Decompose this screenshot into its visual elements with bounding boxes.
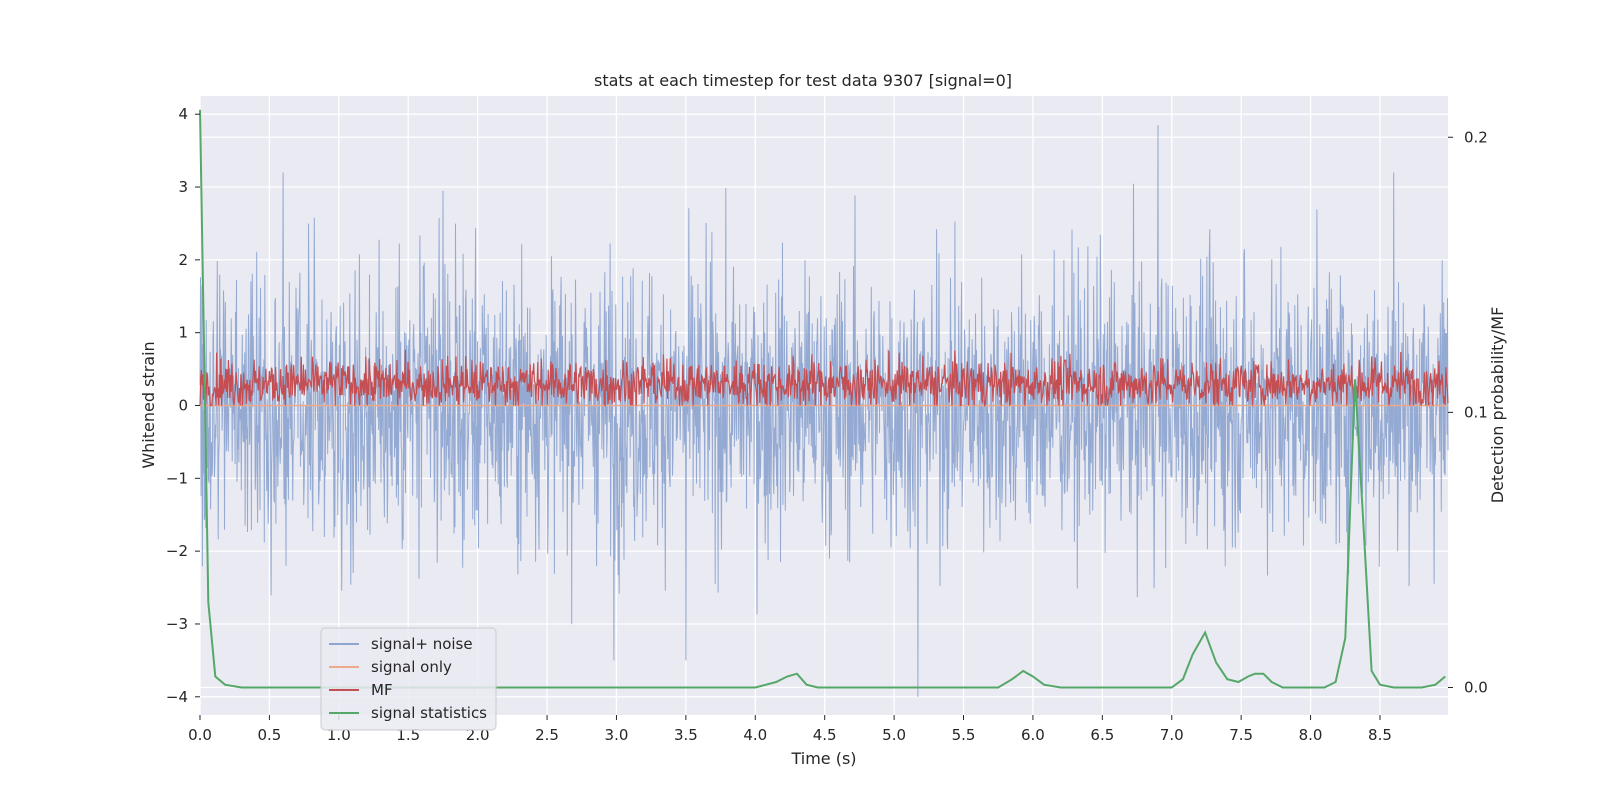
y-axis-label: Whitened strain: [139, 341, 158, 468]
legend: signal+ noise signal only MF signal statist…: [320, 627, 497, 731]
y-tick-label: −4: [166, 688, 188, 706]
y-tick-label: 3: [178, 178, 188, 196]
y2-axis-label: Detection probability/MF: [1488, 307, 1507, 504]
x-tick-label: 0.5: [257, 726, 281, 744]
y-tick-label: −2: [166, 542, 188, 560]
chart-title: stats at each timestep for test data 930…: [594, 71, 1012, 90]
series-signal-statistics-line: [199, 109, 1446, 689]
x-tick-label: 6.0: [1021, 726, 1045, 744]
y2-tick-label: 0.0: [1464, 678, 1488, 696]
y2-tick-label: 0.2: [1464, 128, 1488, 146]
legend-label: signal statistics: [371, 704, 487, 722]
legend-box: [320, 627, 497, 731]
plot-layers: [199, 109, 1449, 697]
legend-label: signal only: [371, 658, 452, 676]
x-tick-label: 6.5: [1090, 726, 1114, 744]
x-tick-label: 0.0: [188, 726, 212, 744]
series-mf-line: [199, 349, 1449, 408]
x-tick-label: 8.5: [1368, 726, 1392, 744]
y-tick-label: 2: [178, 251, 188, 269]
x-tick-label: 5.0: [882, 726, 906, 744]
x-tick-label: 7.0: [1160, 726, 1184, 744]
y-tick-label: 1: [178, 324, 188, 342]
x-tick-label: 2.5: [535, 726, 559, 744]
y-tick-label: 4: [178, 105, 188, 123]
y2-tick-label: 0.1: [1464, 403, 1488, 421]
x-tick-label: 3.0: [605, 726, 629, 744]
legend-label: MF: [371, 681, 393, 699]
x-axis-label: Time (s): [790, 749, 856, 768]
y-tick-label: −3: [166, 615, 188, 633]
x-tick-label: 4.0: [743, 726, 767, 744]
y-tick-label: −1: [166, 469, 188, 487]
legend-label: signal+ noise: [371, 635, 473, 653]
x-tick-label: 7.5: [1229, 726, 1253, 744]
x-tick-label: 3.5: [674, 726, 698, 744]
x-tick-label: 8.0: [1299, 726, 1323, 744]
y-tick-label: 0: [178, 397, 188, 415]
x-tick-label: 5.5: [952, 726, 976, 744]
x-tick-label: 4.5: [813, 726, 837, 744]
